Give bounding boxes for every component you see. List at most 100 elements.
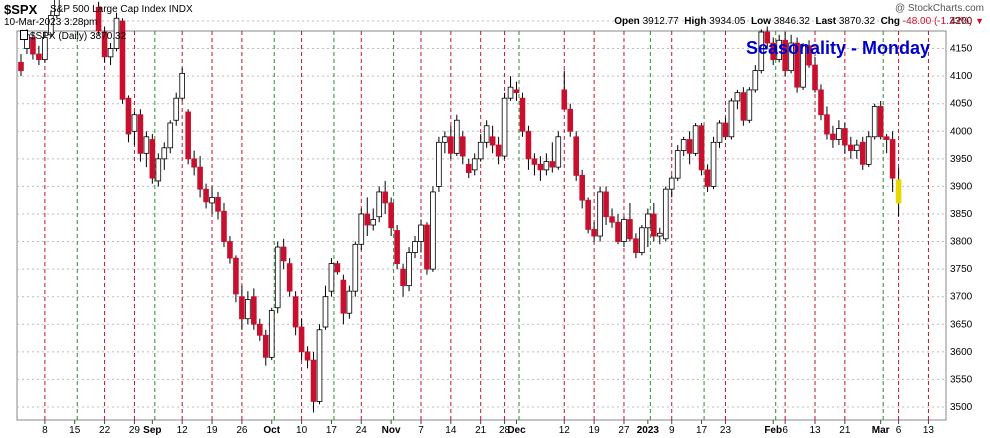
candle-body [454,119,460,154]
candle-body [221,210,227,242]
candle [704,164,711,192]
candle [149,134,156,184]
candle [394,225,400,270]
candle [48,11,54,38]
x-tick-label: 12 [177,425,189,436]
x-tick-label: 7 [418,425,424,436]
candle [848,136,854,159]
candle-body [256,323,263,336]
candle [585,197,591,234]
x-tick-label: 13 [923,425,935,436]
candle-body [609,216,615,223]
candle-body [370,219,377,226]
candle [412,236,418,259]
candle [656,227,663,245]
candle-body [149,139,156,179]
candle [889,131,896,192]
candle-body [298,326,305,353]
candle-body [459,136,466,157]
candle [525,125,532,170]
candle [95,1,102,35]
candle [173,92,180,126]
candle-body [483,125,490,143]
candle-body [728,100,735,138]
chart-header: $SPX S&P 500 Large Cap Index INDX 10-Mar… [0,0,990,30]
candle [477,134,484,162]
candle-body [680,139,687,151]
legend-label: $SPX (Daily) 3870.32 [30,31,127,42]
candle-body [549,161,556,168]
candle-body [18,61,24,72]
candle-body [137,114,144,154]
candle-body [567,108,574,132]
candle [274,241,281,314]
candle [448,125,454,159]
candle [501,92,508,159]
candle [865,131,872,168]
candle [651,202,657,242]
y-tick-label: 3800 [950,237,973,248]
candle [770,37,777,66]
candle [871,103,878,140]
high-label: High [684,16,707,27]
candle [752,65,759,93]
candle-body [895,179,902,204]
candle [716,120,723,148]
candle-body [364,213,371,226]
candle-body [519,97,526,132]
candlesticks [18,0,902,413]
candle-body [262,334,269,358]
candle-body [531,158,538,165]
y-tick-label: 3550 [950,374,973,385]
candle [42,32,48,63]
candle-body [227,241,233,259]
candle [776,34,782,63]
candle-body [489,136,496,146]
x-tick-label: 21 [839,425,851,436]
candle [812,56,818,93]
candle-body [197,166,203,190]
candle [221,202,227,248]
x-tick-label: 22 [99,425,111,436]
last-label: Last [815,16,837,27]
candle-body [734,92,741,102]
chg-label: Chg [880,16,901,27]
candle [621,216,627,248]
candle-body [239,296,245,320]
quote-summary: Open 3912.77 High 3934.05 Low 3846.32 La… [614,16,984,27]
candle [609,208,615,228]
y-tick-label: 4200 [950,16,973,27]
candle-legend-icon [20,30,28,40]
candle [185,109,191,165]
candle [495,136,502,165]
candle-body [627,219,633,240]
candle [597,186,603,242]
candle [710,136,717,190]
y-tick-label: 3950 [950,154,973,165]
candle [549,142,556,173]
candle [406,247,412,292]
candle [782,32,788,77]
candle-body [251,296,257,325]
candle [519,92,526,137]
candle-body [662,188,669,240]
candle-body [770,42,777,60]
candle [262,329,269,366]
candle-body [322,296,329,328]
x-tick-label: Sep [143,425,161,436]
candle [746,87,753,124]
candle-body [268,310,275,358]
ticker-symbol[interactable]: $SPX [4,2,38,17]
candle-body [292,296,299,328]
y-tick-label: 3900 [950,181,973,192]
y-tick-label: 3700 [950,292,973,303]
candle-body [352,243,359,292]
open-label: Open [614,16,640,27]
candle-body [686,139,693,154]
candle-body [824,114,830,135]
candle [215,191,221,220]
candle-body [316,329,323,402]
candle [483,120,490,148]
